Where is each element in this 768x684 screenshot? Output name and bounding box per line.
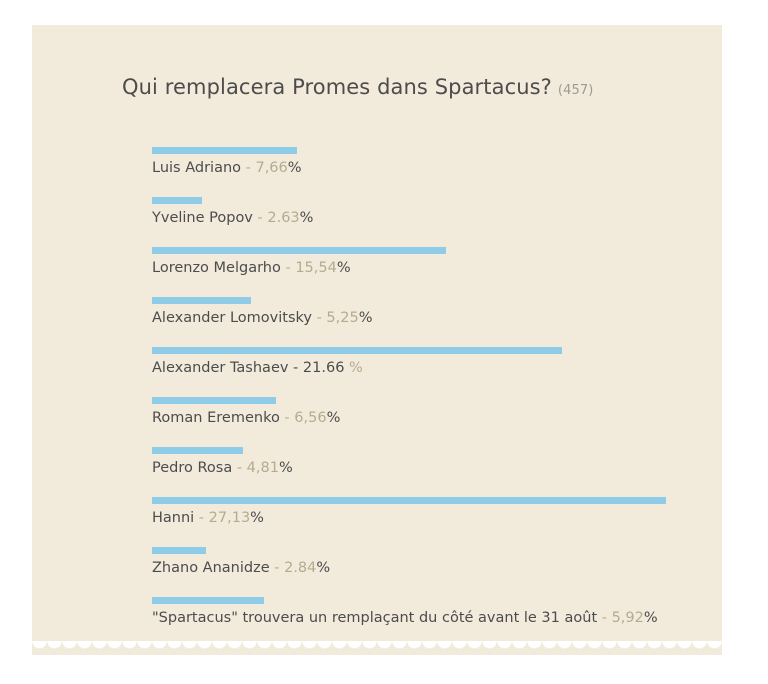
poll-option-name: Zhano Ananidze — [152, 560, 270, 576]
poll-option-percent-sign: % — [344, 360, 363, 376]
poll-option-percentage: 2.84 — [284, 560, 317, 576]
poll-option-row[interactable]: Luis Adriano - 7,66% — [152, 147, 712, 197]
poll-vote-count: (457) — [557, 83, 594, 98]
poll-option-row[interactable]: Lorenzo Melgarho - 15,54% — [152, 247, 712, 297]
poll-option-bar-fill — [152, 347, 562, 354]
poll-option-name: Alexander Tashaev — [152, 360, 289, 376]
card-scalloped-edge — [32, 641, 722, 657]
poll-option-percentage: 2.63 — [267, 210, 300, 226]
poll-option-bar-fill — [152, 447, 243, 454]
poll-option-percent-sign: % — [250, 510, 264, 526]
poll-option-name: Lorenzo Melgarho — [152, 260, 281, 276]
poll-option-label: Lorenzo Melgarho - 15,54% — [152, 260, 351, 276]
poll-option-row[interactable]: Yveline Popov - 2.63% — [152, 197, 712, 247]
poll-option-name: "Spartacus" trouvera un remplaçant du cô… — [152, 610, 598, 626]
poll-option-name: Hanni — [152, 510, 195, 526]
poll-question: Qui remplacera Promes dans Spartacus? — [122, 75, 552, 99]
poll-option-percent-sign: % — [358, 310, 373, 326]
poll-option-row[interactable]: Alexander Lomovitsky - 5,25% — [152, 297, 712, 347]
poll-option-row[interactable]: Alexander Tashaev - 21.66 % — [152, 347, 712, 397]
poll-option-bar-track — [152, 147, 666, 154]
poll-option-row[interactable]: Zhano Ananidze - 2.84% — [152, 547, 712, 597]
poll-option-label: Hanni - 27,13% — [152, 510, 264, 526]
poll-option-percentage: 21.66 — [302, 360, 345, 376]
poll-option-bar-fill — [152, 147, 297, 154]
poll-option-row[interactable]: Hanni - 27,13% — [152, 497, 712, 547]
poll-option-bar-track — [152, 497, 666, 504]
poll-card: Qui remplacera Promes dans Spartacus? (45… — [32, 25, 722, 655]
poll-option-label: Alexander Tashaev - 21.66 % — [152, 360, 363, 376]
poll-option-percent-sign: % — [278, 460, 293, 476]
poll-option-bar-track — [152, 197, 666, 204]
poll-option-label: Zhano Ananidze - 2.84% — [152, 560, 330, 576]
poll-option-bar-fill — [152, 297, 251, 304]
poll-option-row[interactable]: "Spartacus" trouvera un remplaçant du cô… — [152, 597, 712, 647]
page-title: Qui remplacera Promes dans Spartacus? (45… — [122, 75, 702, 99]
poll-option-row[interactable]: Roman Eremenko - 6,56% — [152, 397, 712, 447]
poll-option-percent-sign: % — [336, 260, 351, 276]
poll-option-separator: - — [597, 610, 612, 626]
poll-option-label: Yveline Popov - 2.63% — [152, 210, 313, 226]
poll-option-name: Pedro Rosa — [152, 460, 233, 476]
poll-option-separator: - — [311, 310, 327, 326]
poll-option-separator: - — [194, 510, 209, 526]
poll-option-row[interactable]: Pedro Rosa - 4,81% — [152, 447, 712, 497]
poll-option-bar-track — [152, 297, 666, 304]
poll-option-separator: - — [241, 160, 256, 176]
poll-option-percentage: 4,81 — [246, 460, 279, 476]
poll-option-percent-sign: % — [326, 410, 341, 426]
poll-option-bar-track — [152, 597, 666, 604]
poll-option-bar-fill — [152, 247, 446, 254]
poll-option-bar-fill — [152, 547, 206, 554]
poll-option-label: Roman Eremenko - 6,56% — [152, 410, 340, 426]
poll-option-list: Luis Adriano - 7,66% Yveline Popov - 2.63… — [152, 147, 712, 647]
poll-option-bar-track — [152, 447, 666, 454]
poll-option-percentage: 27,13 — [208, 510, 251, 526]
poll-option-bar-fill — [152, 197, 202, 204]
poll-option-bar-fill — [152, 497, 666, 504]
poll-option-label: Luis Adriano - 7,66% — [152, 160, 302, 176]
poll-option-name: Alexander Lomovitsky — [152, 310, 312, 326]
poll-option-separator: - — [232, 460, 247, 476]
poll-option-bar-track — [152, 247, 666, 254]
poll-option-percentage: 15,54 — [295, 260, 337, 276]
poll-option-percentage: 6,56 — [294, 410, 327, 426]
poll-option-name: Roman Eremenko — [152, 410, 280, 426]
poll-option-name: Yveline Popov — [152, 210, 253, 226]
poll-option-label: Alexander Lomovitsky - 5,25% — [152, 310, 373, 326]
poll-option-percent-sign: % — [643, 610, 658, 626]
poll-option-separator: - — [269, 560, 285, 576]
poll-option-separator: - — [252, 210, 268, 226]
poll-option-bar-track — [152, 397, 666, 404]
poll-option-percent-sign: % — [316, 560, 331, 576]
poll-option-percent-sign: % — [299, 210, 314, 226]
poll-option-separator: - — [280, 260, 296, 276]
poll-option-bar-track — [152, 347, 666, 354]
poll-option-name: Luis Adriano — [152, 160, 242, 176]
poll-option-bar-fill — [152, 597, 264, 604]
poll-option-percent-sign: % — [287, 160, 302, 176]
poll-option-percentage: 5,25 — [326, 310, 359, 326]
poll-option-separator: - — [288, 360, 303, 376]
poll-option-percentage: 7,66 — [255, 160, 288, 176]
poll-option-label: "Spartacus" trouvera un remplaçant du cô… — [152, 610, 658, 626]
poll-option-label: Pedro Rosa - 4,81% — [152, 460, 293, 476]
poll-option-bar-track — [152, 547, 666, 554]
poll-option-percentage: 5,92 — [611, 610, 644, 626]
poll-option-bar-fill — [152, 397, 276, 404]
poll-option-separator: - — [279, 410, 295, 426]
